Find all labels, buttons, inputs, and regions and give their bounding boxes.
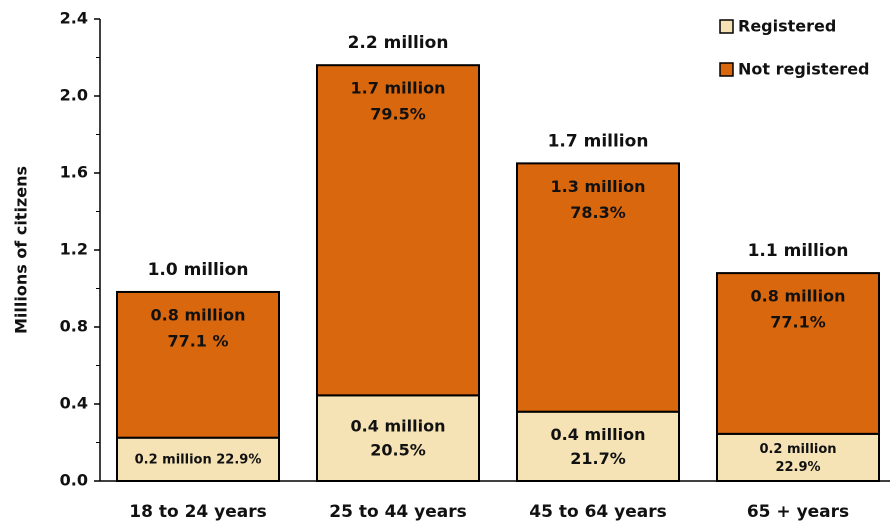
value-label: 0.2 million — [759, 442, 836, 457]
y-tick-label: 1.2 — [60, 240, 88, 259]
bar-segment — [316, 64, 480, 397]
bar-segment — [716, 272, 880, 435]
y-tick-label: 2.0 — [60, 86, 88, 105]
y-tick-label: 1.6 — [60, 163, 88, 182]
bar-segment — [516, 410, 680, 483]
total-label: 2.2 million — [348, 33, 449, 53]
x-tick-label: 65 + years — [747, 502, 849, 522]
x-tick-label: 18 to 24 years — [129, 502, 266, 522]
percent-label: 78.3% — [570, 203, 626, 222]
percent-label: 21.7% — [570, 449, 626, 468]
value-label: 1.7 million — [351, 79, 446, 98]
x-tick-label: 25 to 44 years — [329, 502, 466, 522]
bar-segment — [516, 162, 680, 413]
total-label: 1.0 million — [148, 260, 249, 280]
y-tick-label: 0.0 — [60, 471, 88, 490]
value-label: 0.8 million — [751, 287, 846, 306]
y-axis-label: Millions of citizens — [12, 166, 31, 334]
value-label: 0.4 million — [351, 417, 446, 436]
percent-label: 22.9% — [775, 460, 820, 475]
percent-label: 79.5% — [370, 105, 426, 124]
y-tick-label: 2.4 — [60, 9, 88, 28]
value-label: 0.4 million — [551, 425, 646, 444]
total-label: 1.1 million — [748, 241, 849, 261]
value-label: 0.8 million — [151, 305, 246, 324]
y-tick-label: 0.8 — [60, 317, 88, 336]
legend-swatch — [719, 19, 734, 34]
bar-segment — [116, 290, 280, 439]
legend-label: Registered — [738, 17, 836, 36]
value-label: 0.2 million — [135, 452, 212, 467]
legend-swatch — [719, 62, 734, 77]
x-tick-label: 45 to 64 years — [529, 502, 666, 522]
legend-label: Not registered — [738, 60, 870, 79]
segment-label: 0.2 million 22.9% — [135, 452, 262, 467]
total-label: 1.7 million — [548, 131, 649, 151]
bar-segment — [316, 394, 480, 482]
percent-label: 77.1% — [770, 313, 826, 332]
percent-label: 20.5% — [370, 441, 426, 460]
y-tick-label: 0.4 — [60, 394, 88, 413]
value-label: 1.3 million — [551, 177, 646, 196]
bar-segment — [716, 432, 880, 482]
percent-label: 22.9% — [216, 452, 261, 467]
percent-label: 77.1 % — [167, 331, 228, 350]
